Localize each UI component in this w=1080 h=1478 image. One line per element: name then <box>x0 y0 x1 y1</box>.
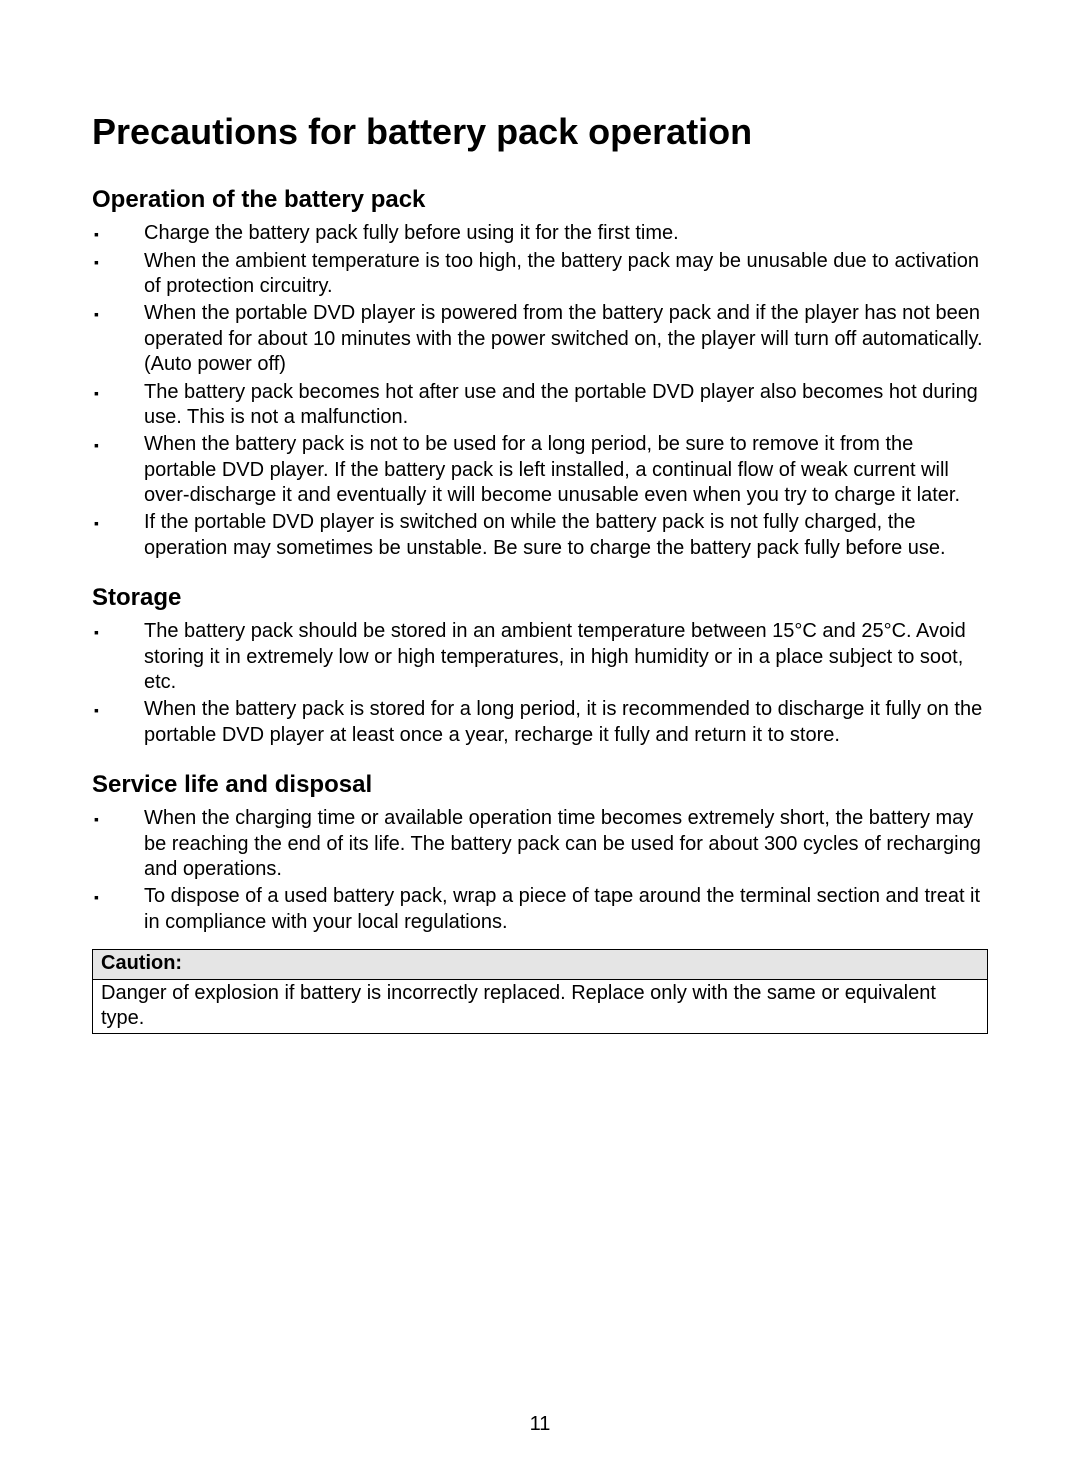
bullet-list-storage: The battery pack should be stored in an … <box>92 619 988 748</box>
list-item: If the portable DVD player is switched o… <box>92 510 988 561</box>
bullet-list-operation: Charge the battery pack fully before usi… <box>92 221 988 561</box>
list-item: When the charging time or available oper… <box>92 806 988 882</box>
caution-header: Caution: <box>93 950 988 979</box>
document-page: Precautions for battery pack operation O… <box>0 0 1080 1478</box>
list-item: When the battery pack is stored for a lo… <box>92 697 988 748</box>
list-item: When the ambient temperature is too high… <box>92 249 988 300</box>
section-heading-service-life: Service life and disposal <box>92 770 988 800</box>
list-item: To disposе of a used battery pack, wrap … <box>92 884 988 935</box>
page-title: Precautions for battery pack operation <box>92 110 988 153</box>
list-item: The battery pack should be stored in an … <box>92 619 988 695</box>
list-item: When the portable DVD player is powered … <box>92 301 988 377</box>
section-heading-storage: Storage <box>92 583 988 613</box>
list-item: Charge the battery pack fully before usi… <box>92 221 988 246</box>
section-heading-operation: Operation of the battery pack <box>92 185 988 215</box>
bullet-list-service-life: When the charging time or available oper… <box>92 806 988 935</box>
caution-body: Danger of explosion if battery is incorr… <box>93 979 988 1034</box>
list-item: The battery pack becomes hot after use a… <box>92 380 988 431</box>
page-number: 11 <box>0 1413 1080 1436</box>
list-item: When the battery pack is not to be used … <box>92 432 988 508</box>
caution-box: Caution: Danger of explosion if battery … <box>92 949 988 1034</box>
